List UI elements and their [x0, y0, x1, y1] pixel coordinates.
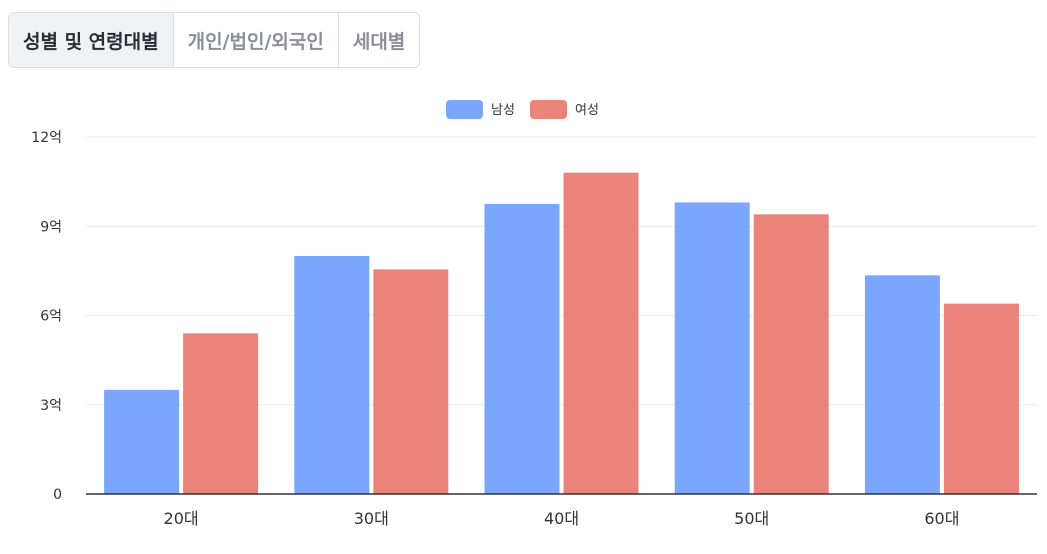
bar-male-2 [484, 203, 560, 494]
y-tick-label: 3억 [40, 398, 62, 414]
legend: 남성 여성 [446, 100, 599, 119]
x-tick-label: 30대 [354, 509, 389, 528]
x-tick-label: 60대 [924, 509, 959, 528]
y-tick-label: 0 [53, 487, 62, 503]
x-tick-label: 20대 [164, 509, 199, 528]
x-tick-label: 50대 [734, 509, 769, 528]
bar-female-0 [183, 333, 259, 494]
y-tick-label: 6억 [40, 309, 62, 325]
x-tick-label: 40대 [544, 509, 579, 528]
bar-female-3 [753, 214, 829, 494]
legend-label-0: 남성 [491, 103, 515, 118]
bar-female-2 [563, 172, 639, 494]
bar-male-3 [674, 202, 750, 494]
bar-male-4 [864, 275, 940, 494]
tab-bar: 성별 및 연령대별 개인/법인/외국인 세대별 [8, 12, 421, 68]
bar-male-0 [104, 389, 180, 494]
tab-individual-corporate-foreign[interactable]: 개인/법인/외국인 [172, 13, 338, 67]
legend-swatch-0 [446, 100, 483, 119]
bars [104, 172, 1019, 494]
bar-female-1 [373, 269, 449, 494]
legend-swatch-1 [530, 100, 567, 119]
tab-household[interactable]: 세대별 [337, 13, 419, 67]
bar-male-1 [294, 256, 370, 494]
y-tick-label: 12억 [31, 130, 62, 146]
axes: 0 3억 6억 9억 12억 20대 30대 40대 50대 60대 [31, 130, 1037, 528]
y-tick-label: 9억 [40, 219, 62, 235]
legend-label-1: 여성 [575, 103, 599, 118]
bar-female-4 [943, 303, 1019, 494]
tab-gender-age[interactable]: 성별 및 연령대별 [9, 13, 173, 67]
